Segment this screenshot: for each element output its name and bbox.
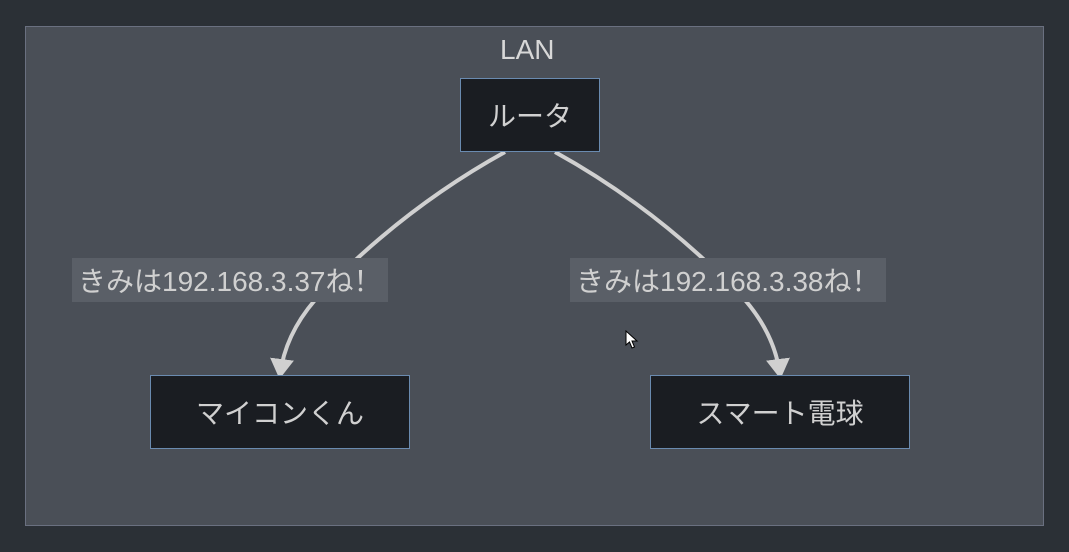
edge-left-label: きみは192.168.3.37ね！ <box>72 258 388 302</box>
diagram-title: LAN <box>500 34 554 66</box>
node-router: ルータ <box>460 78 600 152</box>
node-micon-label: マイコンくん <box>196 392 364 432</box>
node-bulb: スマート電球 <box>650 375 910 449</box>
node-router-label: ルータ <box>488 95 572 135</box>
node-bulb-label: スマート電球 <box>696 392 863 432</box>
edge-right-label: きみは192.168.3.38ね！ <box>570 258 886 302</box>
node-micon: マイコンくん <box>150 375 410 449</box>
